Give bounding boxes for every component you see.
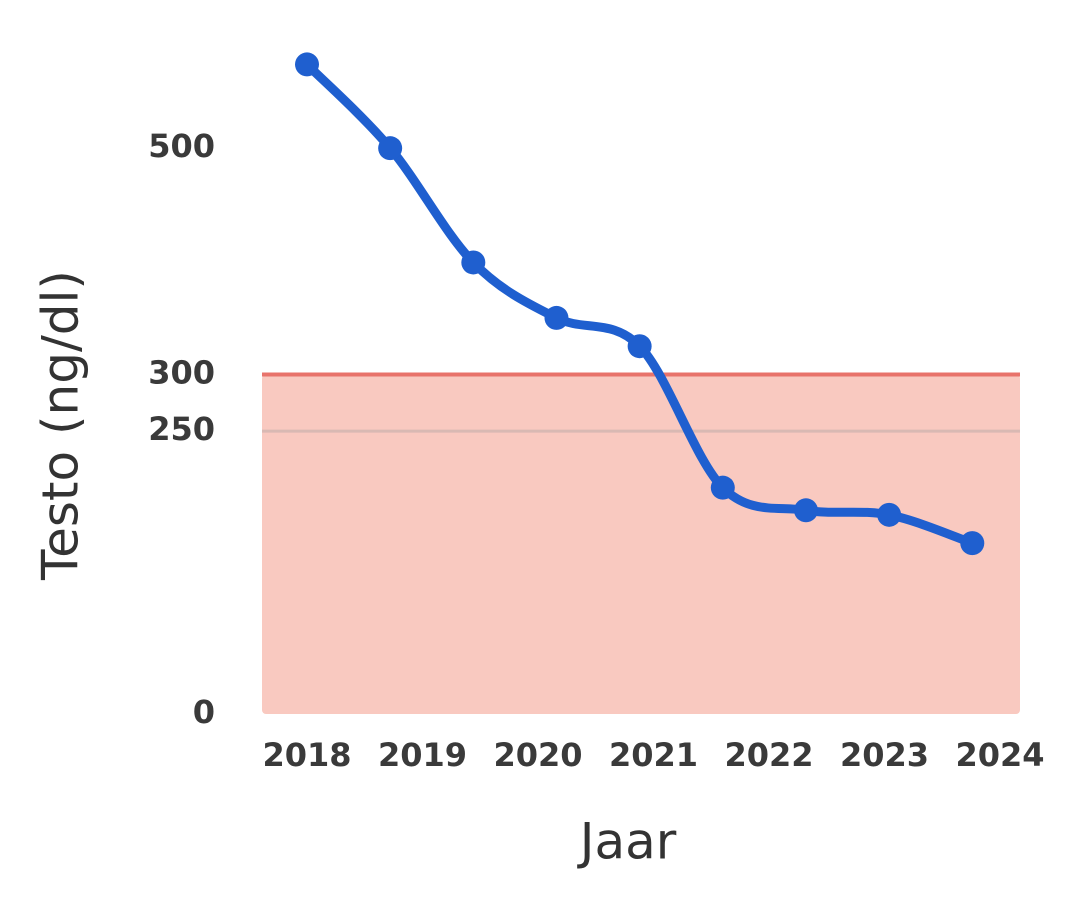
x-tick-label: 2018: [262, 736, 351, 774]
x-tick-label: 2023: [840, 736, 929, 774]
data-point: [877, 502, 902, 527]
data-point: [295, 52, 319, 77]
x-axis-label: Jaar: [577, 813, 677, 871]
data-point: [710, 475, 735, 500]
y-tick-label: 500: [148, 127, 215, 165]
data-point: [627, 334, 652, 359]
data-point: [544, 305, 569, 330]
y-axis-label: Testo (ng/dl): [32, 270, 90, 581]
data-point: [461, 250, 486, 275]
data-point: [378, 136, 403, 161]
reference-band: [262, 374, 1020, 714]
y-tick-label: 0: [193, 693, 215, 731]
x-tick-label: 2019: [378, 736, 467, 774]
data-point: [793, 498, 818, 523]
x-tick-label: 2024: [955, 736, 1044, 774]
data-point: [960, 531, 985, 556]
y-tick-label: 250: [148, 410, 215, 448]
x-tick-label: 2020: [493, 736, 582, 774]
x-tick-label: 2022: [724, 736, 813, 774]
x-tick-label: 2021: [609, 736, 698, 774]
y-tick-label: 300: [148, 354, 215, 392]
